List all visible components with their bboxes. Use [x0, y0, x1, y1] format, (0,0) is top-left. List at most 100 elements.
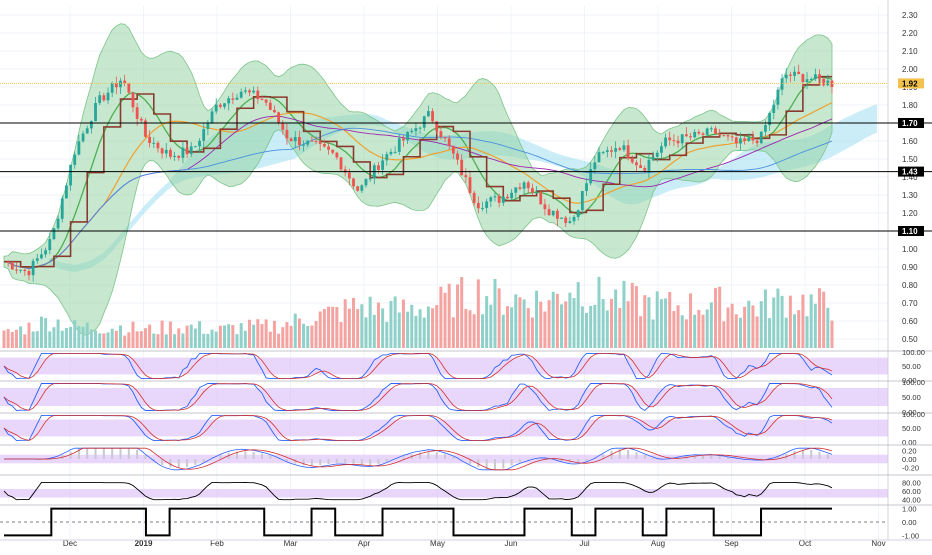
histogram-bar	[178, 459, 180, 468]
candle-body	[157, 143, 160, 149]
histogram-bar	[444, 454, 446, 459]
volume-bar	[735, 314, 738, 348]
candle-body	[94, 103, 97, 121]
oscillator-tick-label: 0.00	[902, 455, 917, 464]
volume-bar	[531, 318, 534, 348]
price-tick-label: 1.30	[902, 191, 918, 200]
volume-bar	[627, 301, 630, 348]
volume-bar	[323, 309, 326, 348]
histogram-bar	[86, 448, 88, 459]
candle-body	[648, 160, 651, 171]
candle-body	[315, 141, 318, 142]
candle-body	[215, 105, 218, 112]
volume-bar	[285, 322, 288, 348]
volume-bar	[785, 318, 788, 348]
volume-bar	[477, 279, 480, 348]
candle-body	[485, 201, 488, 208]
histogram-bar	[402, 456, 404, 459]
histogram-bar	[328, 459, 330, 464]
histogram-bar	[710, 455, 712, 459]
volume-bar	[144, 328, 147, 348]
candle-body	[519, 187, 522, 188]
candle-body	[360, 185, 363, 190]
price-tick-label: 1.00	[902, 245, 918, 254]
volume-bar	[48, 331, 51, 348]
candle-body	[818, 74, 821, 79]
volume-bar	[697, 310, 700, 348]
volume-bar	[822, 292, 825, 348]
candle-body	[685, 134, 688, 136]
volume-bar	[302, 324, 305, 348]
volume-bar	[489, 305, 492, 348]
candle-body	[727, 135, 730, 136]
candle-body	[298, 137, 301, 145]
volume-bar	[660, 299, 663, 348]
candle-body	[152, 143, 155, 144]
candle-body	[494, 196, 497, 197]
candle-body	[531, 188, 534, 192]
volume-bar	[568, 293, 571, 348]
oscillator-tick-label: -1.00	[902, 531, 919, 540]
candle-body	[294, 137, 297, 141]
oscillator-tick-label: 0.00	[902, 518, 917, 527]
candle-body	[681, 134, 684, 143]
volume-bar	[240, 323, 243, 348]
volume-bar	[90, 330, 93, 348]
volume-bar	[389, 301, 392, 348]
candle-body	[69, 165, 72, 186]
volume-bar	[469, 310, 472, 348]
candle-body	[127, 83, 130, 92]
candle-body	[186, 148, 189, 154]
candle-body	[668, 138, 671, 141]
volume-bar	[248, 320, 251, 348]
volume-bar	[61, 331, 64, 348]
volume-bar	[327, 307, 330, 348]
candle-body	[498, 196, 501, 203]
candle-body	[473, 193, 476, 203]
candle-body	[781, 78, 784, 89]
volume-bar	[801, 295, 804, 348]
candle-body	[53, 228, 56, 239]
volume-bar	[602, 299, 605, 348]
candle-body	[539, 192, 542, 204]
volume-bar	[714, 288, 717, 348]
volume-bar	[439, 287, 442, 348]
candle-body	[464, 175, 467, 177]
candle-body	[814, 74, 817, 79]
volume-bar	[223, 325, 226, 348]
volume-bar	[664, 298, 667, 348]
volume-bar	[414, 316, 417, 348]
volume-bar	[597, 277, 600, 348]
candle-body	[697, 132, 700, 134]
volume-bar	[169, 322, 172, 348]
price-tick-label: 1.60	[902, 137, 918, 146]
volume-bar	[681, 315, 684, 348]
candle-body	[618, 148, 621, 150]
candle-body	[240, 92, 243, 98]
candle-body	[352, 178, 355, 186]
candle-body	[57, 219, 60, 229]
volume-bar	[523, 299, 526, 348]
volume-bar	[44, 318, 47, 348]
volume-bar	[764, 289, 767, 348]
volume-bar	[560, 304, 563, 348]
volume-bar	[639, 316, 642, 348]
candle-body	[136, 107, 139, 119]
volume-bar	[548, 300, 551, 348]
candle-body	[252, 91, 255, 93]
volume-bar	[402, 300, 405, 348]
candle-body	[227, 98, 230, 103]
volume-bar	[381, 308, 384, 348]
candle-body	[7, 262, 10, 263]
candle-body	[182, 148, 185, 158]
candle-body	[506, 197, 509, 199]
candle-body	[718, 134, 721, 135]
candle-body	[335, 153, 338, 158]
volume-bar	[502, 315, 505, 348]
candle-body	[65, 185, 68, 198]
candle-body	[161, 148, 164, 153]
volume-bar	[647, 297, 650, 348]
histogram-bar	[336, 459, 338, 463]
